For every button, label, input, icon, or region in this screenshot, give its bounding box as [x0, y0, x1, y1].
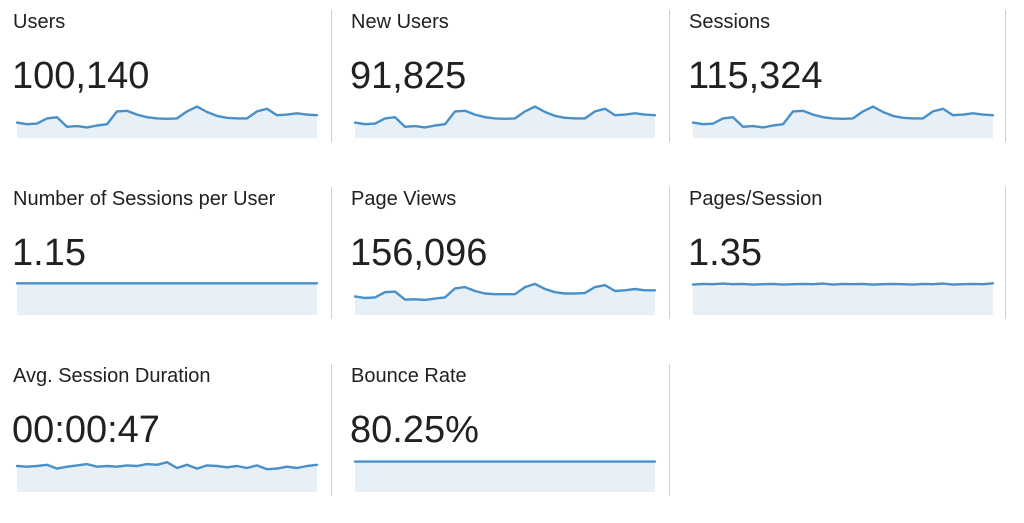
sparkline — [15, 461, 319, 492]
sparkline — [691, 282, 995, 315]
metric-tile-users[interactable]: Users 100,140 — [12, 10, 333, 160]
sparkline-line — [691, 105, 995, 129]
sparkline-area — [693, 106, 993, 138]
metric-title: Users — [13, 11, 66, 33]
metric-value: 156,096 — [350, 232, 488, 274]
metric-title: Pages/Session — [689, 188, 823, 210]
sparkline-line — [353, 105, 657, 129]
column-divider — [1005, 187, 1006, 319]
column-divider — [669, 364, 670, 496]
metric-tile-avg-session-duration[interactable]: Avg. Session Duration 00:00:47 — [12, 364, 333, 514]
metric-value: 91,825 — [350, 55, 467, 97]
column-divider — [1005, 10, 1006, 142]
sparkline — [353, 105, 657, 138]
metric-value: 115,324 — [688, 55, 823, 97]
metric-title: Number of Sessions per User — [13, 188, 276, 210]
metric-tile-sessions[interactable]: Sessions 115,324 — [688, 10, 1009, 160]
sparkline — [353, 282, 657, 315]
sparkline-line — [15, 105, 319, 129]
sparkline-line — [353, 282, 657, 302]
sparkline — [15, 105, 319, 138]
column-divider — [331, 364, 332, 496]
column-divider — [669, 187, 670, 319]
sparkline — [15, 282, 319, 315]
sparkline-area — [355, 283, 655, 315]
metric-tile-pages-per-session[interactable]: Pages/Session 1.35 — [688, 187, 1009, 337]
column-divider — [669, 10, 670, 142]
column-divider — [331, 10, 332, 142]
metric-title: Sessions — [689, 11, 771, 33]
sparkline — [353, 460, 657, 492]
sparkline-area — [17, 106, 317, 138]
sparkline-area — [17, 283, 317, 315]
metric-tile-page-views[interactable]: Page Views 156,096 — [350, 187, 671, 337]
sparkline-line — [15, 461, 319, 471]
metric-value: 80.25% — [350, 409, 479, 451]
metric-tile-sessions-per-user[interactable]: Number of Sessions per User 1.15 — [12, 187, 333, 337]
sparkline-area — [693, 283, 993, 315]
metric-value: 00:00:47 — [12, 409, 160, 451]
metric-title: Page Views — [351, 188, 457, 210]
metric-title: New Users — [351, 11, 449, 33]
sparkline — [691, 105, 995, 138]
sparkline-area — [17, 462, 317, 492]
metric-value: 100,140 — [12, 55, 150, 97]
metric-value: 1.35 — [688, 232, 762, 274]
metric-value: 1.15 — [12, 232, 86, 274]
sparkline-area — [355, 461, 655, 492]
metric-title: Avg. Session Duration — [13, 365, 211, 387]
metric-tile-bounce-rate[interactable]: Bounce Rate 80.25% — [350, 364, 671, 514]
metric-title: Bounce Rate — [351, 365, 467, 387]
sparkline-line — [691, 282, 995, 286]
column-divider — [331, 187, 332, 319]
sparkline-area — [355, 106, 655, 138]
metric-tile-new-users[interactable]: New Users 91,825 — [350, 10, 671, 160]
